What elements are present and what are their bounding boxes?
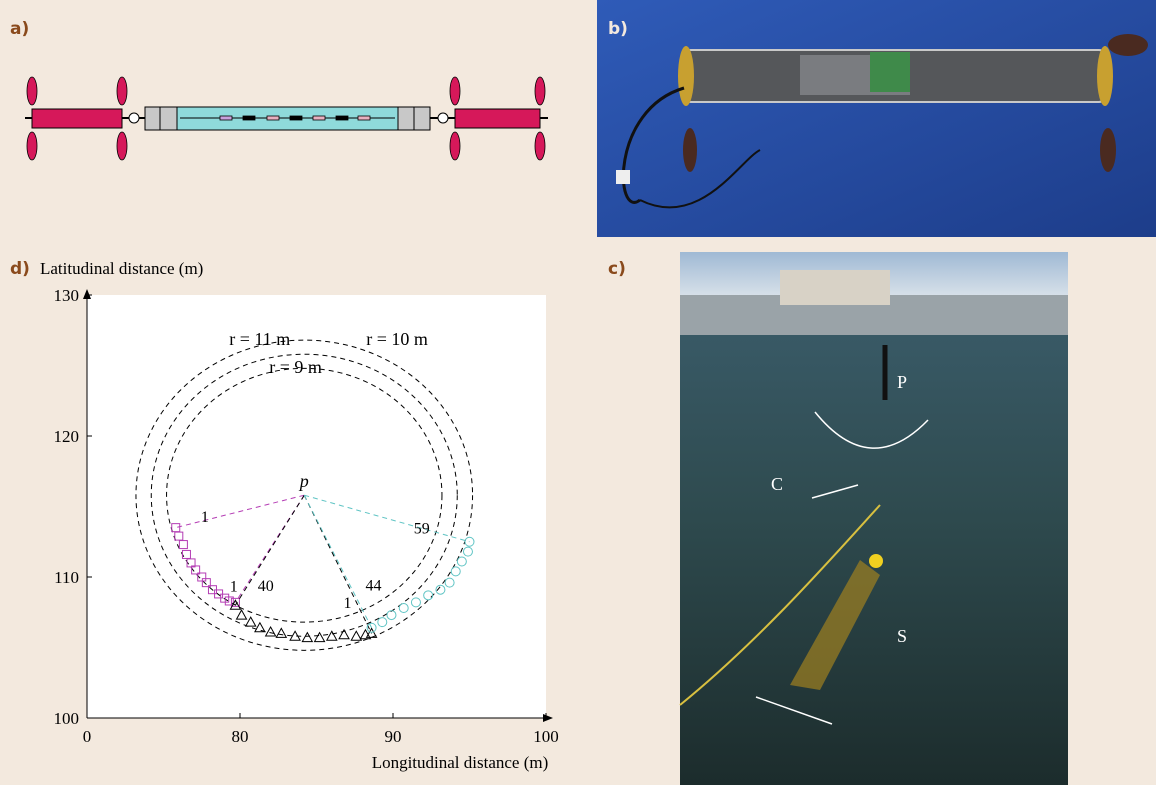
y-tick-label: 110 xyxy=(54,568,79,587)
y-tick-label: 100 xyxy=(54,709,80,728)
page: a) b) P C S c) d) Latitudinal distance (… xyxy=(0,0,1156,785)
y-tick-label: 120 xyxy=(54,427,80,446)
index-label: 1 xyxy=(343,595,351,612)
index-label: 40 xyxy=(258,578,274,595)
x-origin-label: 0 xyxy=(83,727,92,746)
y-axis-label: Latitudinal distance (m) xyxy=(40,259,203,278)
panel-label: a) xyxy=(10,19,29,39)
x-tick-label: 80 xyxy=(232,727,249,746)
x-tick-label: 100 xyxy=(533,727,559,746)
photo-label: P xyxy=(897,372,907,392)
index-label: 44 xyxy=(365,578,381,595)
figure: a) b) P C S c) d) Latitudinal distance (… xyxy=(0,0,1156,785)
panel-label: b) xyxy=(608,19,628,39)
circle-label: r = 11 m xyxy=(229,329,290,349)
x-axis-label: Longitudinal distance (m) xyxy=(372,753,549,772)
index-label: 59 xyxy=(414,520,430,537)
photo-label: C xyxy=(771,474,783,494)
photo-b xyxy=(597,0,1156,237)
photo-label: S xyxy=(897,626,907,646)
circle-label: r = 10 m xyxy=(366,329,428,349)
panel-label: c) xyxy=(608,259,626,279)
index-label: 1 xyxy=(230,578,238,595)
circle-label: r = 9 m xyxy=(269,357,322,377)
photo-c: P C S xyxy=(680,252,1068,785)
x-tick-label: 90 xyxy=(385,727,402,746)
y-tick-label: 130 xyxy=(54,286,80,305)
index-label: 1 xyxy=(201,509,209,526)
center-label: p xyxy=(298,471,309,491)
panel-label: d) xyxy=(10,259,30,279)
